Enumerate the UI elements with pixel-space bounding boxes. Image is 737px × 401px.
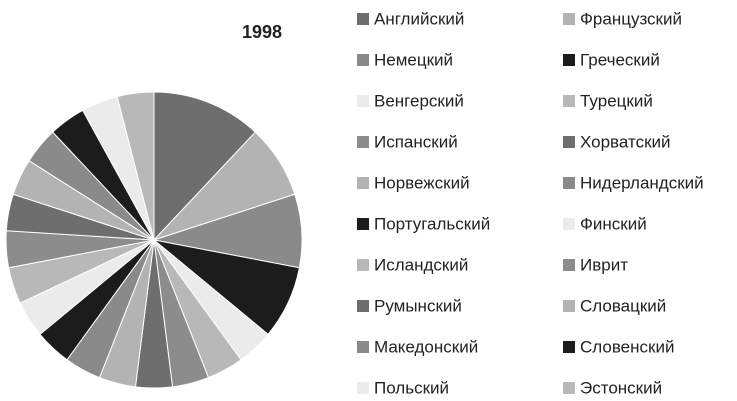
legend-swatch — [357, 218, 369, 230]
legend-label: Словацкий — [580, 296, 666, 315]
legend-label: Немецкий — [374, 50, 453, 69]
legend-label: Испанский — [374, 132, 458, 151]
legend-swatch — [357, 177, 369, 189]
pie-slice — [116, 91, 155, 241]
legend-label: Норвежский — [374, 173, 470, 192]
legend-label: Греческий — [580, 50, 660, 69]
legend-swatch — [357, 259, 369, 271]
legend-swatch — [563, 300, 575, 312]
legend-swatch — [357, 95, 369, 107]
legend-swatch — [357, 382, 369, 394]
legend-label: Финский — [580, 214, 647, 233]
legend-label: Турецкий — [580, 91, 653, 110]
legend-label: Исландский — [374, 255, 468, 274]
legend-swatch — [357, 13, 369, 25]
legend-label: Хорватский — [580, 132, 671, 151]
legend-swatch — [563, 13, 575, 25]
legend-swatch — [563, 341, 575, 353]
legend-swatch — [563, 259, 575, 271]
legend-swatch — [563, 54, 575, 66]
legend-swatch — [563, 382, 575, 394]
legend-swatch — [563, 136, 575, 148]
legend-swatch — [357, 136, 369, 148]
legend-label: Румынский — [374, 296, 462, 315]
legend-swatch — [563, 218, 575, 230]
legend-swatch — [563, 95, 575, 107]
legend-swatch — [563, 177, 575, 189]
legend-label: Португальский — [374, 214, 490, 233]
legend-label: Нидерландский — [580, 173, 704, 192]
pie-slice — [153, 91, 257, 242]
legend-label: Польский — [374, 378, 449, 397]
legend-swatch — [357, 54, 369, 66]
legend-label: Французский — [580, 9, 682, 28]
chart-title: 1998 — [242, 22, 282, 42]
legend-swatch — [357, 341, 369, 353]
legend-label: Иврит — [580, 255, 628, 274]
legend-label: Македонский — [374, 337, 478, 356]
legend-swatch — [357, 300, 369, 312]
legend-label: Эстонский — [580, 378, 662, 397]
legend-label: Венгерский — [374, 91, 464, 110]
legend-label: Английский — [374, 9, 464, 28]
legend-label: Словенский — [580, 337, 674, 356]
